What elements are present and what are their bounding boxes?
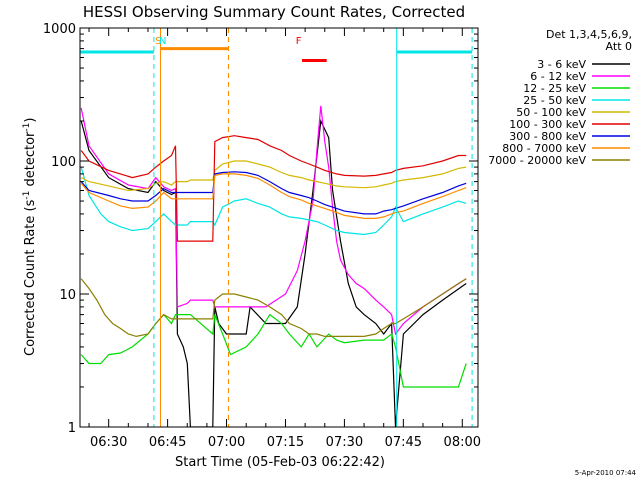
legend-label-7: 800 - 7000 keV: [502, 142, 586, 155]
legend-label-2: 12 - 25 keV: [523, 82, 586, 95]
x-tick-label-0: 06:30: [90, 435, 127, 450]
x-axis: 06:30 06:45 07:00 07:15 07:30 07:45 08:00: [88, 28, 481, 450]
legend-label-3: 25 - 50 keV: [523, 94, 586, 107]
series-group: [80, 28, 473, 427]
legend-label-4: 50 - 100 keV: [516, 106, 586, 119]
series-line-1: [80, 105, 467, 336]
legend-label-1: 6 - 12 keV: [530, 70, 586, 83]
chart-title: HESSI Observing Summary Count Rates, Cor…: [83, 3, 465, 21]
x-axis-label: Start Time (05-Feb-03 06:22:42): [175, 455, 385, 470]
series-line-6: [80, 171, 467, 215]
series-line-5: [80, 135, 467, 242]
plot-frame: [79, 27, 479, 428]
legend-label-5: 100 - 300 keV: [509, 118, 586, 131]
series-line-2: [80, 313, 467, 388]
annotation-s: S: [155, 36, 161, 47]
data-marks: [80, 28, 473, 427]
generated-timestamp: 5-Apr-2010 07:44: [575, 469, 637, 477]
x-tick-label-4: 07:30: [326, 435, 363, 450]
legend-header-line1: Det 1,3,4,5,6,9,: [546, 28, 632, 41]
x-tick-label-3: 07:15: [267, 435, 304, 450]
series-line-3: [80, 166, 467, 236]
annotation-f: F: [296, 36, 302, 47]
y-tick-label-3: 1000: [43, 22, 76, 37]
series-line-7: [80, 173, 467, 219]
x-tick-label-5: 07:45: [385, 435, 422, 450]
legend-label-8: 7000 - 20000 keV: [488, 154, 586, 167]
legend-label-6: 300 - 800 keV: [509, 130, 586, 143]
annotation-n: N: [159, 36, 166, 47]
x-tick-label-1: 06:45: [149, 435, 186, 450]
y-axis-label: Corrected Count Rate (s-1 detector-1): [22, 118, 38, 356]
legend-label-0: 3 - 6 keV: [537, 58, 586, 71]
series-line-8: [80, 278, 467, 338]
legend-header-line2: Att 0: [606, 40, 632, 53]
y-tick-label-0: 1: [68, 421, 76, 436]
series-line-4: [80, 160, 467, 192]
y-tick-label-2: 100: [51, 155, 76, 170]
x-tick-label-2: 07:00: [208, 435, 245, 450]
y-tick-label-1: 10: [59, 288, 76, 303]
y-axis: 1 10 100 1000: [43, 22, 478, 436]
x-tick-label-6: 08:00: [444, 435, 481, 450]
series-line-0: [80, 118, 467, 427]
